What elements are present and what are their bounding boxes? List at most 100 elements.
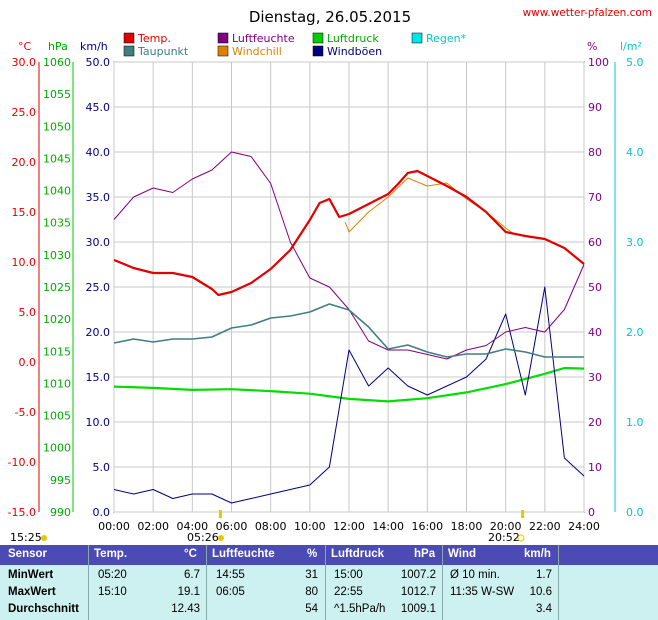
pressure-line xyxy=(113,366,585,403)
stats-header-row: Sensor Temp. °C Luftfeuchte % Luftdruck … xyxy=(0,545,658,565)
stat-temp-time: 05:20 xyxy=(98,569,127,581)
hum-tick: 80 xyxy=(588,146,602,159)
axis-units: °C hPa km/h % l/m² xyxy=(18,40,642,53)
wind-tick: 10.0 xyxy=(86,416,111,429)
rain-tick: 0.0 xyxy=(626,506,644,519)
stat-temp: 6.7 xyxy=(184,569,200,581)
press-tick: 1020 xyxy=(43,313,71,326)
legend-label: Luftfeuchte xyxy=(232,32,295,45)
press-tick: 1015 xyxy=(43,345,71,358)
x-tick: 24:00 xyxy=(568,520,600,533)
chart-grid xyxy=(38,61,616,513)
press-tick: 995 xyxy=(50,474,71,487)
legend-swatch xyxy=(217,45,229,57)
windgust-line xyxy=(113,286,585,504)
rain-tick: 2.0 xyxy=(626,326,644,339)
col-divider xyxy=(206,545,207,620)
stat-press-time: 15:00 xyxy=(334,569,363,581)
press-tick: 1040 xyxy=(43,185,71,198)
hum-tick: 60 xyxy=(588,236,602,249)
stat-label: Durchschnitt xyxy=(8,603,79,615)
hum-tick: 20 xyxy=(588,416,602,429)
stat-temp-time: 15:10 xyxy=(98,586,127,598)
x-tick: 02:00 xyxy=(137,520,169,533)
temp-tick: 30.0 xyxy=(12,56,37,69)
press-tick: 1000 xyxy=(43,442,71,455)
x-tick: 10:00 xyxy=(294,520,326,533)
temp-tick: 20.0 xyxy=(12,156,37,169)
rain-unit: l/m² xyxy=(620,40,642,53)
daylight-length: 15:25 xyxy=(10,531,42,544)
press-tick: 1035 xyxy=(43,217,71,230)
hum-tick: 10 xyxy=(588,461,602,474)
stat-press: 1012.7 xyxy=(400,586,436,598)
wind-tick: 45.0 xyxy=(86,101,111,114)
rain-tick: 4.0 xyxy=(626,146,644,159)
stat-wind: 10.6 xyxy=(529,586,552,598)
x-tick: 08:00 xyxy=(255,520,287,533)
wind-tick: 30.0 xyxy=(86,236,111,249)
rain-tick: 1.0 xyxy=(626,416,644,429)
x-tick: 04:00 xyxy=(176,520,208,533)
hum-tick: 50 xyxy=(588,281,602,294)
stat-hum-time: 14:55 xyxy=(216,569,245,581)
wind-tick: 15.0 xyxy=(86,371,111,384)
sunrise-icon xyxy=(218,535,224,541)
temp-tick: 15.0 xyxy=(12,206,37,219)
website-link[interactable]: www.wetter-pfalzen.com xyxy=(523,7,652,19)
press-tick: 1055 xyxy=(43,88,71,101)
legend-swatch xyxy=(217,32,229,44)
axis-ticks: 30.0 25.0 20.0 15.0 10.0 5.0 0.0 -5.0 -10.0 -15.0… xyxy=(8,56,644,533)
sunrise-time: 05:26 xyxy=(187,531,219,544)
legend-swatch xyxy=(123,45,135,57)
legend-label: Luftdruck xyxy=(327,32,379,45)
hdr-hum-unit: % xyxy=(307,548,318,560)
weather-chart: Dienstag, 26.05.2015 www.wetter-pfalzen.… xyxy=(7,7,652,544)
stat-wind-desc: Ø 10 min. xyxy=(450,569,500,581)
hum-tick: 100 xyxy=(588,56,609,69)
temp-tick: -10.0 xyxy=(8,456,36,469)
legend-swatch xyxy=(123,32,135,44)
x-tick: 16:00 xyxy=(411,520,443,533)
temp-tick: 0.0 xyxy=(19,356,37,369)
press-tick: 1010 xyxy=(43,377,71,390)
press-tick: 1050 xyxy=(43,120,71,133)
stat-temp: 19.1 xyxy=(177,586,200,598)
x-tick: 18:00 xyxy=(451,520,483,533)
temp-tick: 25.0 xyxy=(12,106,37,119)
stat-press-time: ^1.5hPa/h xyxy=(334,603,386,615)
temp-line xyxy=(113,169,585,297)
x-tick: 14:00 xyxy=(372,520,404,533)
stat-wind-desc: 11:35 W-SW xyxy=(450,586,515,598)
press-tick: 1045 xyxy=(43,152,71,165)
legend-swatch xyxy=(312,45,324,57)
press-tick: 1060 xyxy=(43,56,71,69)
temp-tick: 5.0 xyxy=(19,306,37,319)
x-tick: 00:00 xyxy=(98,520,130,533)
stat-temp: 12.43 xyxy=(171,603,200,615)
sunset-time: 20:52 xyxy=(488,531,520,544)
stat-press: 1009.1 xyxy=(400,603,436,615)
temp-unit: °C xyxy=(18,40,32,53)
hum-tick: 40 xyxy=(588,326,602,339)
rain-tick: 5.0 xyxy=(626,56,644,69)
x-tick: 06:00 xyxy=(216,520,248,533)
rain-tick: 3.0 xyxy=(626,236,644,249)
stat-hum: 54 xyxy=(305,603,318,615)
press-tick: 1025 xyxy=(43,281,71,294)
legend-label: Windböen xyxy=(327,45,382,58)
legend-label: Regen* xyxy=(426,32,467,45)
col-divider xyxy=(325,545,326,620)
hdr-wind: Wind xyxy=(448,548,476,560)
hum-tick: 70 xyxy=(588,191,602,204)
legend-label: Temp. xyxy=(137,32,171,45)
wind-tick: 0.0 xyxy=(93,506,111,519)
stat-press: 1007.2 xyxy=(400,569,436,581)
stat-hum-time: 06:05 xyxy=(216,586,245,598)
x-tick: 22:00 xyxy=(529,520,561,533)
plot-area xyxy=(113,151,585,504)
col-divider xyxy=(88,545,89,620)
stat-hum: 80 xyxy=(305,586,318,598)
chart-legend: Temp. Luftfeuchte Luftdruck Regen* Taupunkt W… xyxy=(123,32,467,58)
hdr-press: Luftdruck xyxy=(331,548,385,560)
